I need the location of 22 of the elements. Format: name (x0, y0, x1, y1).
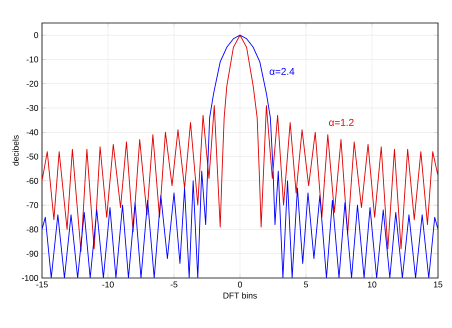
y-tick-label: -20 (26, 80, 38, 87)
x-tick-label: -5 (170, 282, 178, 288)
x-axis-title: DFT bins (224, 292, 257, 299)
y-tick-label: -100 (22, 275, 38, 281)
y-tick-label: 0 (34, 32, 38, 38)
x-tick-label: -10 (102, 282, 114, 288)
y-tick-label: -30 (26, 105, 38, 111)
y-tick-label: -50 (26, 154, 38, 160)
x-tick-label: 15 (434, 282, 442, 288)
y-tick-label: -90 (26, 250, 38, 257)
y-tick-label: -80 (26, 226, 38, 232)
series-label: α=2.4 (270, 68, 294, 75)
x-tick-label: -15 (36, 282, 48, 288)
y-tick-label: -70 (26, 202, 38, 208)
y-tick-label: -10 (26, 56, 38, 62)
x-tick-label: 5 (304, 282, 308, 288)
y-tick-label: -40 (26, 129, 38, 136)
y-axis-title: decibels (12, 135, 19, 166)
x-tick-label: 10 (368, 282, 376, 288)
series-label: α=1.2 (329, 118, 354, 126)
y-tick-label: -60 (26, 178, 38, 184)
x-tick-label: 0 (238, 282, 242, 288)
